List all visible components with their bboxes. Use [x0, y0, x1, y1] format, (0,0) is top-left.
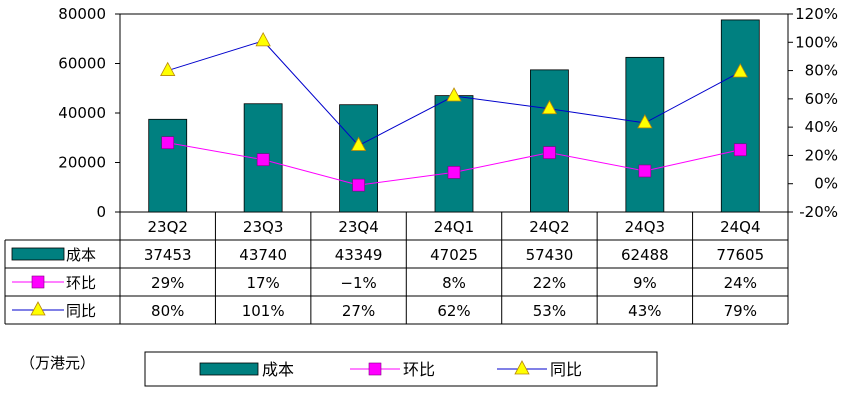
- x-tick-label: 24Q2: [529, 218, 569, 236]
- table-cell: 9%: [633, 274, 657, 292]
- table-cell: 37453: [144, 246, 192, 264]
- x-tick-label: 24Q1: [434, 218, 474, 236]
- bar-24Q1: [434, 95, 474, 213]
- bar-23Q4: [339, 104, 378, 213]
- table-cell: 17%: [246, 274, 279, 292]
- bar-24Q2: [530, 69, 569, 213]
- y2-tick-label: 60%: [805, 90, 838, 108]
- table-key-bar: [11, 247, 65, 261]
- table-cell: 24%: [724, 274, 757, 292]
- x-tick-label: 23Q2: [147, 218, 187, 236]
- table-cell: −1%: [340, 274, 376, 292]
- bar-24Q3: [625, 56, 665, 213]
- y-tick-label: 20000: [58, 154, 106, 172]
- mom-point-23Q3: [256, 153, 270, 166]
- legend-key-bar: [199, 362, 259, 376]
- bar-series: [148, 19, 760, 213]
- legend-key-mom-marker: [368, 362, 382, 376]
- table-cell: 43%: [628, 302, 661, 320]
- table-cell: 43349: [335, 246, 383, 264]
- table-cell: 47025: [430, 246, 478, 264]
- y2-tick-label: 0%: [814, 175, 838, 193]
- bar-23Q2: [148, 118, 188, 213]
- y2-tick-label: 120%: [795, 5, 838, 23]
- y2-tick-label: 80%: [805, 62, 838, 80]
- y2-tick-label: 100%: [795, 33, 838, 51]
- table-cell: 27%: [342, 302, 375, 320]
- table-cell: 43740: [239, 246, 287, 264]
- legend-label-mom: 环比: [403, 360, 435, 379]
- legend-label-yoy: 同比: [550, 360, 582, 379]
- mom-point-24Q2: [543, 146, 556, 159]
- table-cell: 101%: [242, 302, 285, 320]
- table-key-mom-marker: [31, 275, 45, 289]
- legend-key-yoy-marker: [514, 360, 530, 375]
- table-cell: 53%: [533, 302, 566, 320]
- table-cell: 77605: [716, 246, 764, 264]
- x-tick-label: 24Q4: [720, 218, 760, 236]
- mom-point-24Q4: [733, 143, 747, 157]
- table-cell: 79%: [724, 302, 757, 320]
- yoy-point-24Q1: [446, 87, 462, 102]
- table-cell: 8%: [442, 274, 466, 292]
- table-cell: 80%: [151, 302, 184, 320]
- x-tick-label: 24Q3: [625, 218, 665, 236]
- y2-tick-label: 40%: [805, 118, 838, 136]
- y-tick-label: 0: [96, 203, 106, 221]
- unit-label: （万港元）: [20, 354, 95, 372]
- yoy-point-24Q2: [541, 99, 558, 115]
- yoy-point-23Q2: [160, 61, 176, 76]
- table-row-header: 环比: [66, 274, 96, 292]
- legend-label-bar: 成本: [262, 360, 294, 379]
- bar-24Q4: [720, 19, 760, 213]
- line-series: [160, 32, 748, 192]
- legend: 成本 环比 同比: [144, 351, 658, 387]
- table-cell: 57430: [526, 246, 574, 264]
- x-tick-label: 23Q3: [243, 218, 283, 236]
- y-tick-label: 80000: [58, 5, 106, 23]
- mom-point-23Q4: [352, 178, 365, 192]
- table-cell: 62%: [437, 302, 470, 320]
- y-tick-label: 60000: [58, 55, 106, 73]
- mom-point-24Q3: [638, 164, 652, 178]
- x-tick-label: 23Q4: [338, 218, 378, 236]
- yoy-point-23Q4: [350, 136, 367, 151]
- mom-point-23Q2: [161, 136, 175, 149]
- table-cell: 62488: [621, 246, 669, 264]
- yoy-point-23Q3: [255, 32, 271, 47]
- y-tick-label: 40000: [58, 104, 106, 122]
- table-cell: 22%: [533, 274, 566, 292]
- yoy-point-24Q3: [637, 114, 653, 129]
- yoy-point-24Q4: [732, 63, 748, 78]
- axes: 80000 60000 40000 20000 0 120% 100% 80% 60% 40% 20…: [58, 5, 838, 221]
- table-cell: 29%: [151, 274, 184, 292]
- table-row-header: 成本: [66, 246, 96, 264]
- table-row-header: 同比: [66, 302, 96, 320]
- mom-point-24Q1: [447, 166, 461, 179]
- y2-tick-label: 20%: [805, 146, 838, 164]
- y2-tick-label: -20%: [799, 203, 838, 221]
- table-key-yoy-marker: [30, 301, 46, 316]
